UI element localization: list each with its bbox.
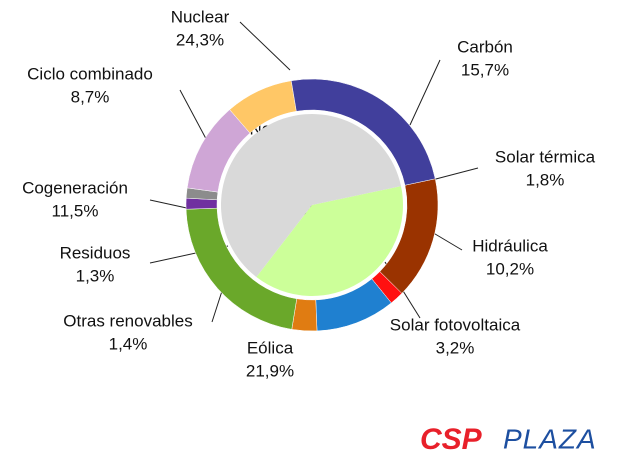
logo-csp: CSP — [420, 423, 483, 456]
value-label: 1,3% — [76, 266, 115, 285]
leader-line — [431, 167, 479, 181]
category-label: Ciclo combinado — [27, 64, 153, 83]
donut — [185, 78, 439, 332]
value-label: 1,4% — [109, 334, 148, 353]
category-label: Carbón — [457, 37, 513, 56]
category-label: Eólica — [247, 338, 294, 357]
logo-plaza: PLAZA — [503, 423, 597, 454]
inner-segment — [220, 113, 402, 278]
category-label: Nuclear — [171, 7, 230, 26]
value-label: 8,7% — [71, 87, 110, 106]
value-label: 1,8% — [526, 170, 565, 189]
category-label: Solar fotovoltaica — [390, 315, 521, 334]
donut-segment — [290, 78, 436, 186]
inner-segment — [256, 186, 403, 296]
category-label: Otras renovables — [63, 311, 192, 330]
value-label: 10,2% — [486, 259, 534, 278]
value-label: 15,7% — [461, 60, 509, 79]
category-label: Cogeneración — [22, 178, 128, 197]
category-label: Residuos — [60, 243, 131, 262]
value-label: 3,2% — [436, 338, 475, 357]
leader-line — [239, 21, 291, 71]
value-label: 24,3% — [176, 30, 224, 49]
category-label: Solar térmica — [495, 147, 596, 166]
value-label: 21,9% — [246, 361, 294, 380]
leader-line — [409, 59, 441, 126]
value-label: 11,5% — [52, 201, 99, 220]
category-label: Hidráulica — [472, 236, 548, 255]
